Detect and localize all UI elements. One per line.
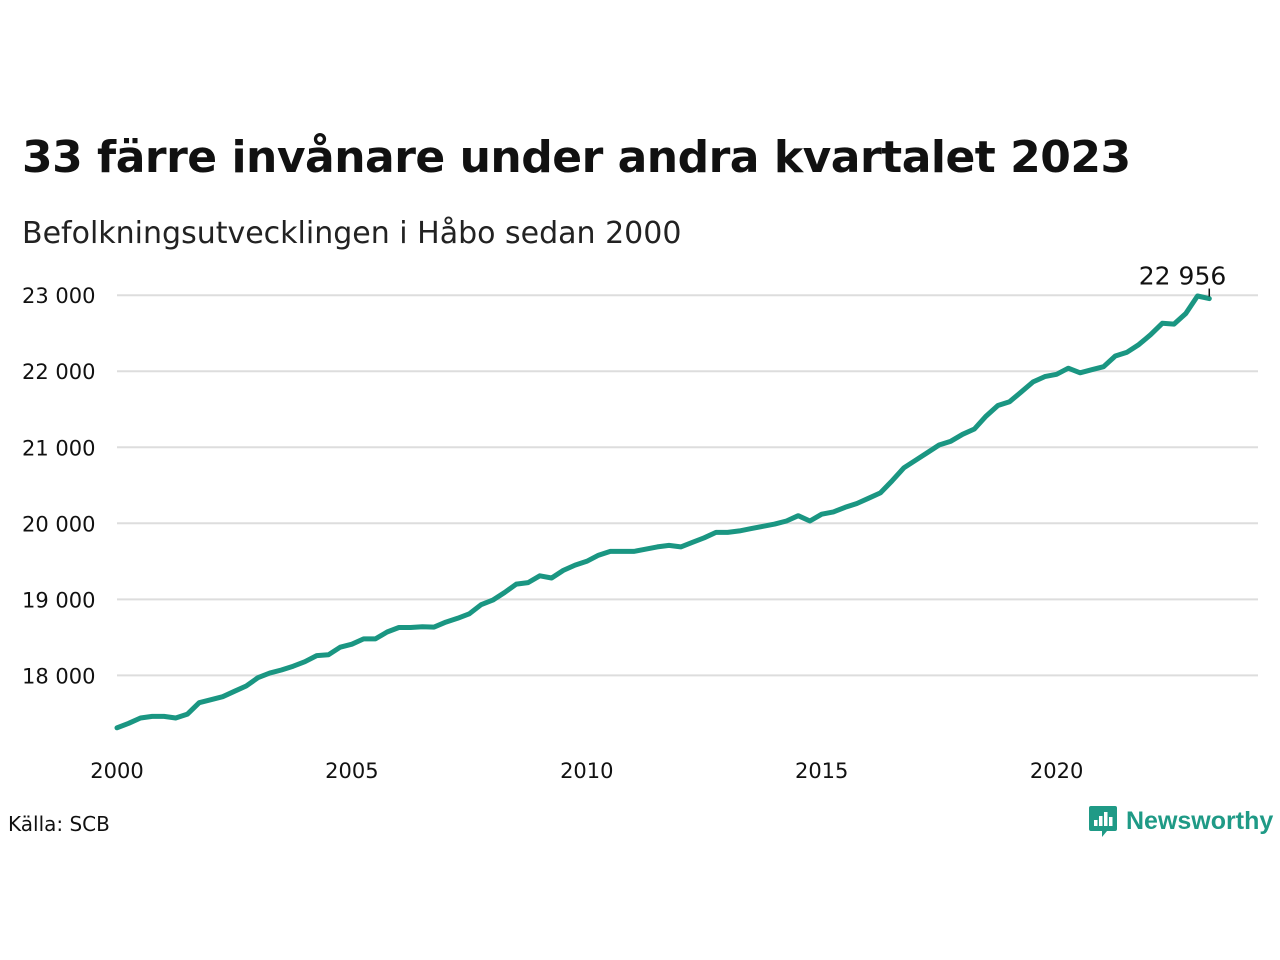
y-tick-label: 22 000 xyxy=(22,360,95,384)
chart-subtitle: Befolkningsutvecklingen i Håbo sedan 200… xyxy=(22,216,682,251)
y-tick-label: 20 000 xyxy=(22,512,95,536)
y-tick-label: 21 000 xyxy=(22,436,95,460)
y-tick-label: 19 000 xyxy=(22,588,95,612)
source-note: Källa: SCB xyxy=(8,812,110,836)
x-tick-label: 2005 xyxy=(325,759,378,783)
newsworthy-logo-icon xyxy=(1089,806,1117,837)
chart-title: 33 färre invånare under andra kvartalet … xyxy=(22,132,1131,183)
y-tick-label: 23 000 xyxy=(22,284,95,308)
y-tick-label: 18 000 xyxy=(22,664,95,688)
x-tick-label: 2000 xyxy=(90,759,143,783)
x-axis-tick-labels: 2000 2005 2010 2015 2020 xyxy=(90,759,1083,783)
x-tick-label: 2010 xyxy=(560,759,613,783)
brand-logo[interactable]: Newsworthy xyxy=(1088,804,1273,838)
series-layer xyxy=(114,293,1212,731)
x-tick-label: 2015 xyxy=(795,759,848,783)
annotation-layer: 22 956 xyxy=(1139,262,1226,297)
y-axis-tick-labels: 18 000 19 000 20 000 21 000 22 000 23 000 xyxy=(22,284,95,688)
annotation-label: 22 956 xyxy=(1139,262,1226,291)
grid-lines xyxy=(117,294,1258,677)
series-line xyxy=(114,293,1212,731)
brand-name: Newsworthy xyxy=(1126,806,1274,835)
x-tick-label: 2020 xyxy=(1030,759,1083,783)
